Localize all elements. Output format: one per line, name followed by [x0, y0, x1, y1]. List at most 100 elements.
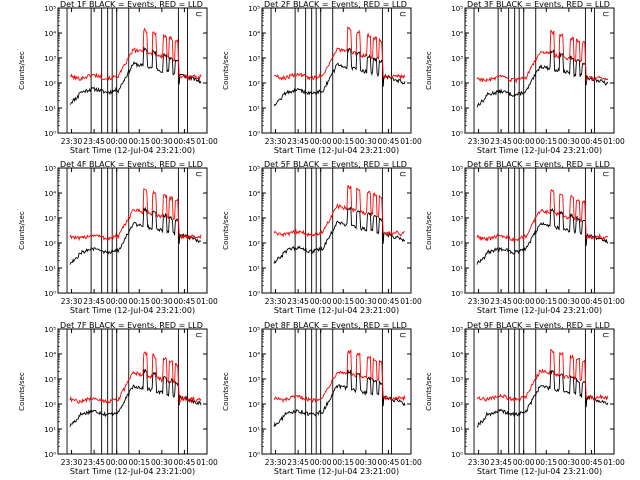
x-tick-label: 00:30 — [355, 458, 377, 467]
y-tick-label: 10⁵ — [44, 165, 56, 173]
x-tick-label: 00:15 — [332, 458, 354, 467]
events-series-line — [476, 369, 609, 428]
x-tick-label: 23:30 — [468, 297, 490, 306]
lld-series-line — [273, 184, 406, 238]
y-axis-label: Counts/sec — [18, 372, 26, 411]
y-tick-label: 10³ — [248, 215, 260, 223]
y-tick-label: 10⁵ — [248, 326, 260, 334]
panel-title: Det 7F BLACK = Events, RED = LLD — [60, 321, 203, 330]
x-tick-label: 23:30 — [61, 458, 83, 467]
y-tick-label: 10² — [44, 401, 56, 409]
detector-panel: Det 7F BLACK = Events, RED = LLD 10⁰ 10¹ 10… — [18, 321, 218, 476]
y-tick-label: 10³ — [248, 55, 260, 63]
x-tick-label: 23:45 — [287, 458, 309, 467]
detector-panel: Det 1F BLACK = Events, RED = LLD 10⁰ 10¹ 10… — [18, 0, 218, 155]
legend-mark: ⊂ — [195, 170, 203, 180]
y-axis-label: Counts/sec — [222, 372, 230, 411]
x-tick-label: 23:45 — [490, 297, 512, 306]
x-tick-label: 23:30 — [468, 458, 490, 467]
y-tick-label: 10⁴ — [451, 30, 463, 38]
x-tick-label: 23:30 — [265, 458, 287, 467]
events-series-line — [273, 369, 406, 427]
detector-panel: Det 6F BLACK = Events, RED = LLD 10⁰ 10¹ 10… — [425, 160, 625, 315]
x-tick-label: 00:00 — [513, 297, 535, 306]
panel-title: Det 1F BLACK = Events, RED = LLD — [60, 0, 203, 9]
panel-title: Det 3F BLACK = Events, RED = LLD — [467, 0, 610, 9]
y-tick-label: 10⁰ — [44, 451, 56, 459]
y-tick-label: 10⁵ — [44, 5, 56, 13]
detector-panel: Det 4F BLACK = Events, RED = LLD 10⁰ 10¹ 10… — [18, 160, 218, 315]
x-axis-label: Start Time (12-Jul-04 23:21:00) — [274, 467, 399, 476]
detector-panel: Det 3F BLACK = Events, RED = LLD 10⁰ 10¹ 10… — [425, 0, 625, 155]
x-tick-label: 00:00 — [310, 458, 332, 467]
lld-series-line — [273, 25, 406, 81]
x-tick-label: 00:15 — [535, 297, 557, 306]
x-tick-label: 00:00 — [513, 458, 535, 467]
detector-panel: Det 9F BLACK = Events, RED = LLD 10⁰ 10¹ 10… — [425, 321, 625, 476]
x-tick-label: 00:30 — [151, 458, 173, 467]
y-tick-label: 10² — [44, 80, 56, 88]
x-tick-label: 01:00 — [196, 458, 218, 467]
x-axis-label: Start Time (12-Jul-04 23:21:00) — [477, 146, 602, 155]
y-tick-label: 10¹ — [44, 426, 56, 434]
x-tick-label: 00:15 — [128, 297, 150, 306]
legend-mark: ⊂ — [399, 170, 407, 180]
plot-frame — [464, 7, 615, 134]
x-tick-label: 00:45 — [581, 297, 603, 306]
y-tick-label: 10⁴ — [44, 351, 56, 359]
x-axis-label: Start Time (12-Jul-04 23:21:00) — [477, 306, 602, 315]
y-tick-label: 10⁴ — [248, 351, 260, 359]
x-tick-label: 00:45 — [581, 137, 603, 146]
x-tick-label: 23:30 — [265, 297, 287, 306]
x-tick-label: 00:30 — [355, 297, 377, 306]
y-tick-label: 10⁰ — [451, 130, 463, 138]
lld-series-line — [476, 348, 609, 403]
events-series-line — [69, 46, 202, 105]
x-tick-label: 00:45 — [378, 458, 400, 467]
detector-panel: Det 8F BLACK = Events, RED = LLD 10⁰ 10¹ 10… — [222, 321, 422, 476]
plot-frame — [57, 328, 208, 455]
plot-frame — [57, 167, 208, 294]
y-tick-label: 10³ — [248, 376, 260, 384]
legend-mark: ⊂ — [602, 170, 610, 180]
detector-panel: Det 2F BLACK = Events, RED = LLD 10⁰ 10¹ 10… — [222, 0, 422, 155]
y-tick-label: 10¹ — [44, 105, 56, 113]
x-tick-label: 00:30 — [558, 458, 580, 467]
x-tick-label: 23:45 — [83, 297, 105, 306]
y-tick-label: 10⁰ — [44, 290, 56, 298]
panel-title: Det 8F BLACK = Events, RED = LLD — [264, 321, 407, 330]
x-axis-label: Start Time (12-Jul-04 23:21:00) — [274, 146, 399, 155]
x-tick-label: 23:45 — [83, 458, 105, 467]
plot-frame — [261, 328, 412, 455]
y-axis-label: Counts/sec — [18, 211, 26, 250]
x-tick-label: 00:15 — [535, 137, 557, 146]
y-tick-label: 10⁵ — [451, 326, 463, 334]
x-tick-label: 23:45 — [490, 458, 512, 467]
y-tick-label: 10² — [248, 240, 260, 248]
x-tick-label: 00:45 — [581, 458, 603, 467]
y-tick-label: 10⁴ — [248, 30, 260, 38]
x-axis-label: Start Time (12-Jul-04 23:21:00) — [274, 306, 399, 315]
events-series-line — [273, 206, 406, 264]
x-tick-label: 00:30 — [355, 137, 377, 146]
lld-series-line — [273, 349, 406, 404]
y-tick-label: 10³ — [44, 55, 56, 63]
x-tick-label: 00:00 — [106, 297, 128, 306]
x-tick-label: 23:30 — [265, 137, 287, 146]
y-tick-label: 10² — [451, 240, 463, 248]
x-tick-label: 00:15 — [332, 297, 354, 306]
x-tick-label: 00:45 — [174, 137, 196, 146]
y-tick-label: 10¹ — [44, 265, 56, 273]
y-tick-label: 10³ — [451, 55, 463, 63]
y-tick-label: 10⁰ — [451, 451, 463, 459]
y-tick-label: 10¹ — [248, 105, 260, 113]
y-tick-label: 10³ — [44, 376, 56, 384]
y-tick-label: 10³ — [451, 376, 463, 384]
legend-mark: ⊂ — [602, 10, 610, 20]
x-tick-label: 23:30 — [468, 137, 490, 146]
x-tick-label: 00:00 — [106, 458, 128, 467]
panel-title: Det 4F BLACK = Events, RED = LLD — [60, 160, 203, 169]
y-tick-label: 10⁵ — [248, 165, 260, 173]
y-axis-label: Counts/sec — [222, 211, 230, 250]
